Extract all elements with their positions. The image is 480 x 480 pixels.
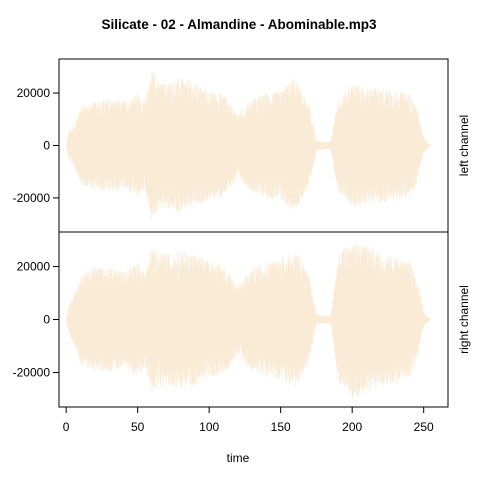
left-channel-panel: -20000 0 20000 left channel: [13, 58, 471, 233]
x-tick-label: 250: [414, 420, 434, 434]
right-channel-waveform: [66, 241, 431, 399]
y-tick-label: 0: [43, 313, 50, 327]
x-tick-label: 50: [131, 420, 145, 434]
x-tick-label: 0: [63, 420, 70, 434]
chart-title: Silicate - 02 - Almandine - Abominable.m…: [101, 17, 377, 32]
y-tick-label: 0: [43, 139, 50, 153]
x-tick-label: 150: [271, 420, 291, 434]
right-channel-y-axis: -20000 0 20000: [13, 259, 59, 380]
time-x-axis: 0 50 100 150 200 250: [63, 407, 434, 434]
y-tick-label: -20000: [13, 191, 51, 205]
waveform-trace: [66, 71, 431, 221]
y-tick-label: 20000: [17, 86, 51, 100]
waveform-trace: [66, 241, 431, 399]
x-tick-label: 100: [199, 420, 219, 434]
x-axis-label: time: [227, 451, 250, 465]
y-tick-label: 20000: [17, 259, 51, 273]
right-channel-panel: -20000 0 20000 right channel: [13, 231, 471, 408]
x-tick-label: 200: [342, 420, 362, 434]
y-tick-label: -20000: [13, 366, 51, 380]
right-channel-label: right channel: [457, 285, 471, 354]
left-channel-y-axis: -20000 0 20000: [13, 86, 59, 205]
left-channel-waveform: [66, 71, 431, 221]
left-channel-label: left channel: [457, 115, 471, 176]
